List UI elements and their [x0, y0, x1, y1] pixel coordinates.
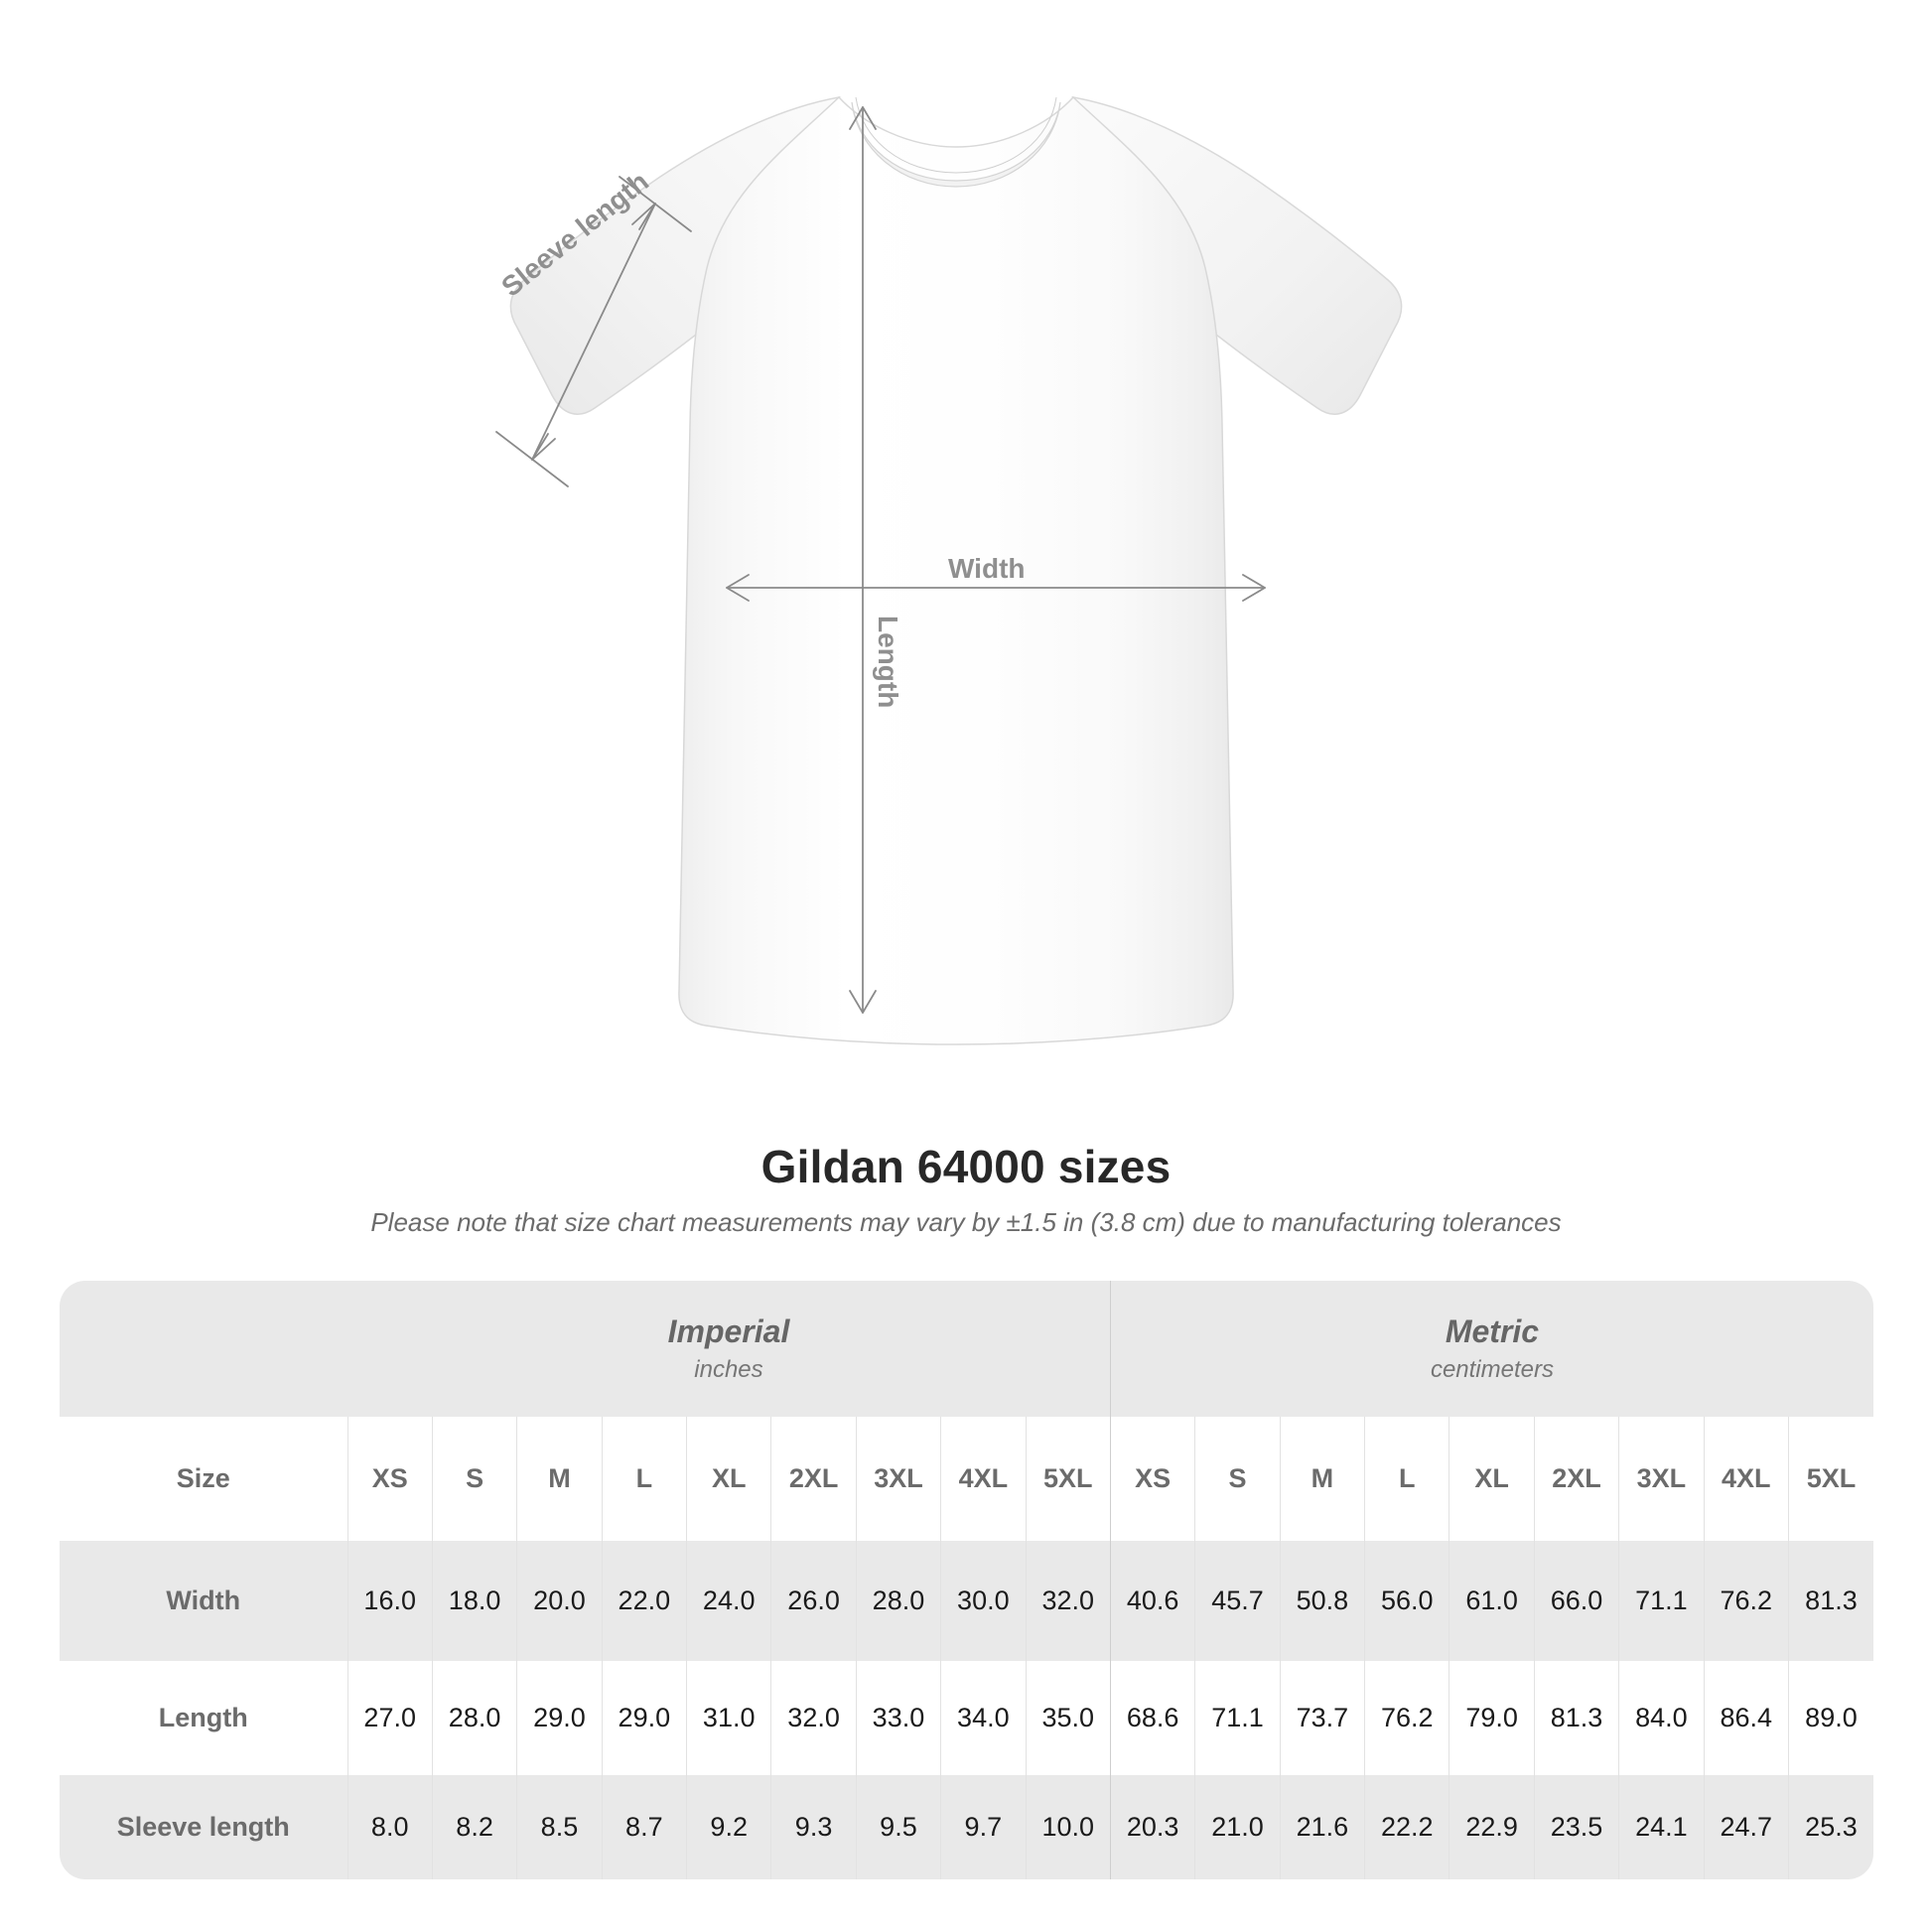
- svg-text:Length: Length: [873, 616, 903, 708]
- svg-text:Width: Width: [948, 553, 1026, 584]
